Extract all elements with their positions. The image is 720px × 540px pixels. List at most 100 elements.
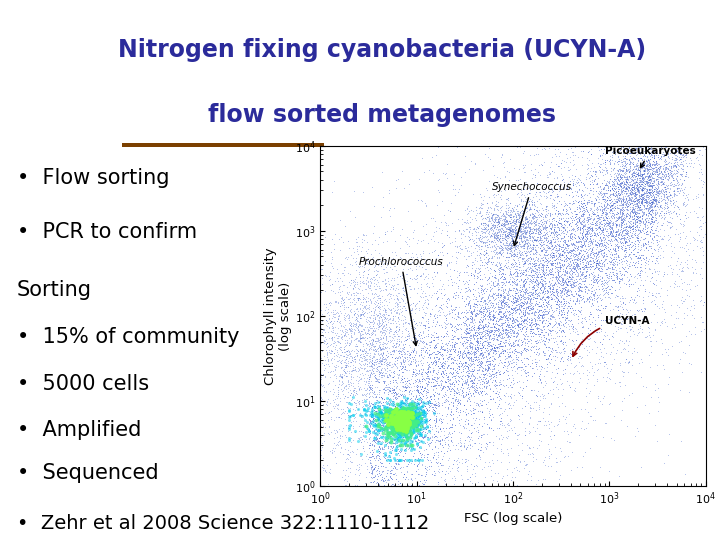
Point — [449, 376, 461, 385]
Point — [630, 180, 642, 189]
Point — [433, 321, 444, 329]
Point — [384, 429, 395, 437]
Point — [315, 416, 326, 425]
Point — [364, 349, 376, 358]
Point — [522, 360, 534, 368]
Point — [573, 345, 585, 353]
Point — [469, 373, 480, 382]
Point — [420, 309, 431, 318]
Point — [531, 325, 543, 333]
Point — [616, 220, 628, 229]
Point — [435, 379, 446, 387]
Point — [459, 226, 470, 235]
Point — [515, 305, 526, 314]
Point — [453, 399, 464, 407]
Point — [355, 411, 366, 420]
Point — [574, 254, 585, 262]
Point — [408, 345, 420, 353]
Point — [396, 420, 408, 429]
Point — [340, 407, 351, 416]
Point — [513, 211, 525, 220]
Point — [461, 329, 472, 338]
Point — [586, 159, 598, 167]
Point — [575, 268, 586, 276]
Point — [392, 295, 404, 303]
Point — [408, 434, 420, 442]
Point — [648, 147, 660, 156]
Point — [516, 237, 527, 245]
Point — [595, 264, 607, 272]
Point — [503, 310, 514, 319]
Point — [611, 272, 623, 281]
Point — [526, 197, 537, 206]
Point — [460, 326, 472, 335]
Point — [670, 174, 682, 183]
Point — [527, 288, 539, 296]
Point — [634, 166, 646, 174]
Point — [338, 298, 350, 307]
Point — [393, 402, 405, 410]
Point — [618, 179, 630, 187]
Point — [463, 246, 474, 255]
Point — [582, 334, 594, 343]
Point — [398, 302, 410, 310]
Point — [584, 310, 595, 319]
Point — [574, 249, 585, 258]
Point — [564, 177, 575, 185]
Point — [606, 184, 618, 193]
Point — [461, 361, 472, 370]
Point — [526, 325, 538, 334]
Point — [532, 278, 544, 287]
Point — [593, 246, 605, 255]
Point — [390, 423, 402, 432]
Point — [550, 217, 562, 225]
Point — [346, 325, 357, 333]
Point — [402, 407, 413, 415]
Point — [485, 258, 497, 266]
Point — [384, 325, 396, 334]
Point — [521, 251, 532, 260]
Point — [449, 345, 460, 353]
Point — [500, 358, 511, 367]
Text: •  Flow sorting: • Flow sorting — [17, 167, 169, 187]
Point — [368, 463, 379, 472]
Point — [495, 447, 507, 456]
Point — [519, 308, 531, 317]
Point — [368, 364, 379, 373]
Point — [402, 409, 413, 418]
Point — [678, 314, 690, 322]
Point — [454, 442, 466, 451]
Point — [671, 191, 683, 199]
Point — [351, 238, 362, 247]
Point — [482, 221, 494, 230]
Point — [604, 227, 616, 235]
Point — [614, 302, 626, 310]
Point — [642, 174, 654, 183]
Point — [416, 408, 428, 417]
Point — [555, 226, 567, 234]
Point — [341, 347, 353, 356]
Point — [492, 325, 504, 333]
Point — [430, 396, 441, 405]
Point — [620, 237, 631, 245]
Point — [544, 144, 555, 152]
Point — [416, 460, 428, 468]
Point — [354, 366, 365, 374]
Point — [430, 431, 441, 440]
Point — [590, 199, 601, 207]
Point — [611, 246, 622, 255]
Point — [511, 221, 523, 230]
Point — [536, 390, 548, 399]
Point — [405, 407, 417, 415]
Point — [315, 370, 326, 379]
Point — [389, 388, 400, 397]
Point — [533, 266, 544, 274]
Point — [593, 228, 605, 237]
Point — [528, 218, 539, 227]
Point — [315, 333, 326, 341]
Point — [509, 472, 521, 481]
Point — [415, 369, 427, 378]
Point — [638, 194, 649, 202]
Point — [372, 438, 384, 447]
Point — [541, 172, 553, 181]
